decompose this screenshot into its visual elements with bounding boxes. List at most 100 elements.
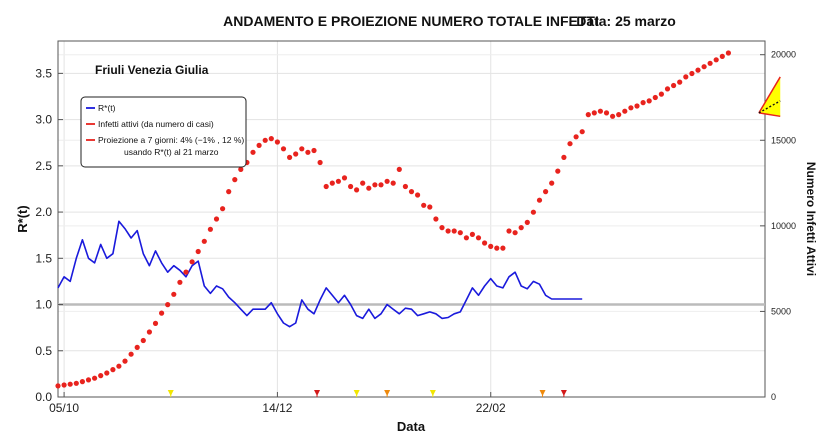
infected-point: [646, 98, 652, 104]
chart-date-label: Data: 25 marzo: [576, 13, 676, 29]
infected-point: [616, 112, 622, 118]
infected-point: [591, 110, 597, 116]
projection-layer: [758, 76, 781, 118]
infected-point: [402, 183, 408, 190]
y-left-tick-label: 0.5: [35, 344, 52, 358]
infected-point: [317, 159, 323, 166]
infected-point: [628, 105, 634, 111]
infected-point: [171, 291, 177, 297]
infected-point: [335, 178, 341, 184]
x-axis-label: Data: [397, 419, 426, 434]
infected-point: [378, 182, 384, 188]
y-left-tick-label: 0.0: [35, 390, 52, 404]
legend-label-rt: R*(t): [98, 103, 116, 113]
infected-point: [280, 146, 287, 152]
region-label: Friuli Venezia Giulia: [95, 63, 209, 77]
rt-series-layer: [57, 220, 583, 328]
infected-point: [323, 183, 329, 190]
legend: R*(t) Infetti attivi (da numero di casi)…: [80, 96, 247, 168]
infected-point: [348, 183, 354, 190]
y-right-tick-label: 20000: [771, 50, 796, 60]
infected-point: [73, 380, 79, 386]
infected-point: [201, 238, 207, 244]
infected-point: [585, 112, 591, 118]
rt-line: [57, 220, 583, 328]
infected-point: [719, 53, 725, 60]
infected-point: [116, 363, 122, 369]
infected-point: [683, 74, 689, 80]
infected-point: [658, 91, 665, 97]
infected-point: [372, 182, 378, 188]
infected-point: [128, 351, 134, 357]
infected-point: [640, 100, 646, 106]
infected-point: [311, 147, 317, 154]
event-markers-layer: [167, 390, 567, 397]
x-tick-label: 14/12: [262, 401, 292, 415]
infected-point: [98, 373, 104, 379]
y-left-tick-label: 1.5: [35, 251, 52, 265]
legend-box: [80, 96, 247, 168]
legend-label-projection: Proiezione a 7 giorni: 4% (−1% , 12 %): [98, 135, 244, 145]
plot-frame: [57, 40, 766, 398]
infected-point: [488, 243, 494, 249]
y-left-tick-label: 3.0: [35, 113, 52, 127]
infected-point: [451, 228, 457, 234]
x-tick-label: 05/10: [49, 401, 79, 415]
infected-point: [360, 180, 366, 186]
infected-point: [707, 60, 713, 66]
infected-point: [85, 377, 92, 383]
infected-point: [500, 245, 506, 251]
infected-point: [597, 108, 604, 114]
infected-point: [104, 370, 110, 376]
infected-point: [463, 235, 469, 241]
infected-point: [232, 177, 238, 183]
infected-point: [713, 57, 719, 63]
infected-point: [122, 358, 128, 364]
infected-point: [92, 375, 98, 381]
infected-point: [262, 137, 268, 143]
infected-point: [469, 231, 475, 237]
infected-point: [610, 113, 616, 119]
infected-point: [494, 245, 500, 251]
infected-point: [238, 166, 244, 172]
infected-point: [341, 175, 348, 181]
infected-point: [110, 367, 116, 373]
infected-point: [226, 189, 232, 195]
infected-point: [530, 209, 537, 215]
infected-point: [482, 240, 488, 246]
projection-center-line: [758, 100, 781, 114]
infected-point: [445, 228, 451, 234]
infected-point: [213, 216, 220, 222]
infected-point: [329, 180, 335, 186]
infected-point: [134, 344, 140, 350]
legend-label-projection-line2: usando R*(t) al 21 marzo: [124, 147, 219, 157]
infected-point: [536, 197, 543, 203]
infected-point: [384, 178, 390, 184]
infected-point: [55, 383, 61, 389]
infected-point: [293, 151, 299, 157]
projection-upper-bound: [758, 76, 781, 114]
infected-point: [561, 154, 567, 160]
infected-point: [518, 225, 524, 231]
infected-point: [433, 216, 439, 222]
infected-point: [67, 381, 73, 387]
infected-point: [177, 279, 183, 285]
infected-point: [299, 146, 305, 152]
infected-point: [677, 79, 683, 85]
y-left-tick-label: 3.5: [35, 66, 52, 80]
infected-point: [652, 94, 658, 101]
infected-point: [415, 192, 421, 198]
infected-point: [555, 168, 561, 174]
x-tick-label: 22/02: [476, 401, 506, 415]
infected-point: [268, 136, 274, 142]
y-right-tick-label: 5000: [771, 306, 791, 316]
infected-point: [408, 189, 415, 195]
infected-point: [396, 166, 402, 172]
legend-label-infected: Infetti attivi (da numero di casi): [98, 119, 214, 129]
infected-point: [183, 269, 189, 275]
y-left-tick-label: 1.0: [35, 298, 52, 312]
y-left-tick-label: 2.0: [35, 205, 52, 219]
infected-point: [634, 103, 640, 109]
